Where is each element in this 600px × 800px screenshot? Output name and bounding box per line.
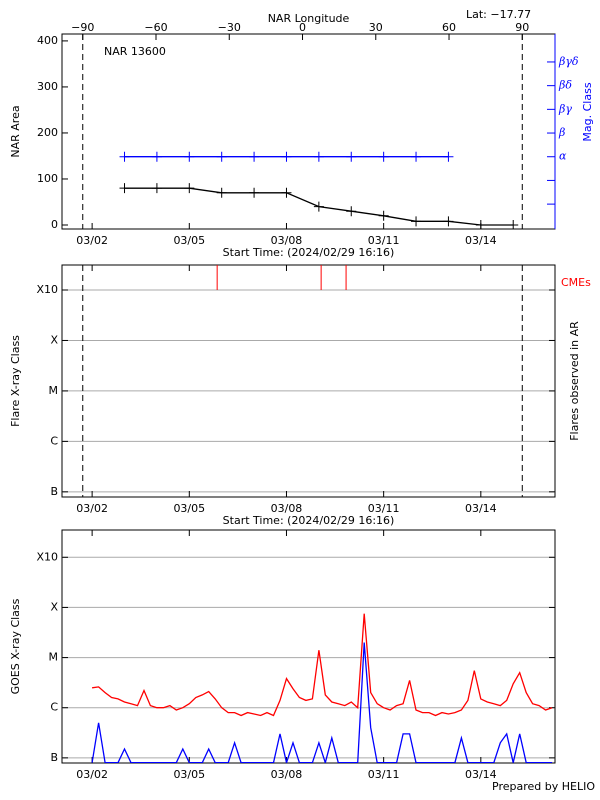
x-tick-label: 03/08	[271, 234, 303, 247]
x-tick-label: 03/14	[465, 234, 497, 247]
x2-axis-label: NAR Longitude	[268, 12, 350, 25]
y-tick-label: 200	[37, 126, 58, 139]
plot-area	[91, 613, 553, 763]
plot-area	[119, 151, 519, 229]
x2-tick-label: −90	[71, 21, 94, 34]
x-tick-label: 03/02	[76, 768, 108, 781]
plot-frame	[61, 264, 556, 498]
x-tick-label: 03/02	[76, 234, 108, 247]
y-tick-label: B	[50, 751, 58, 764]
x-axis-label: Start Time: (2024/02/29 16:16)	[223, 246, 395, 259]
y2-axis-label: Flares observed in AR	[568, 321, 581, 441]
x-tick-label: 03/14	[465, 768, 497, 781]
y-tick-label: X10	[36, 283, 58, 296]
y-axis-label: NAR Area	[9, 105, 22, 157]
y-tick-label: 0	[51, 218, 58, 231]
y-tick-label: M	[49, 384, 59, 397]
x-tick-label: 03/05	[173, 768, 205, 781]
y-tick-label: 300	[37, 80, 58, 93]
x-tick-label: 03/11	[368, 768, 400, 781]
x2-tick-label: 30	[369, 21, 383, 34]
series-line	[124, 187, 514, 226]
y-tick-label: X10	[36, 550, 58, 563]
x2-tick-label: 60	[442, 21, 456, 34]
y2-tick-label: βγ	[558, 102, 572, 115]
x-axis-label: Start Time: (2024/02/29 16:16)	[223, 514, 395, 527]
y-tick-label: C	[50, 434, 58, 447]
x-tick-label: 03/08	[271, 768, 303, 781]
y2-tick-label: βδ	[558, 79, 572, 92]
x-tick-label: 03/02	[76, 502, 108, 515]
plot-frame	[61, 33, 556, 230]
y-tick-label: 400	[37, 34, 58, 47]
y-tick-label: X	[50, 333, 58, 346]
latitude-label: Lat: −17.77	[466, 8, 531, 21]
y-axis-label: Flare X-ray Class	[9, 335, 22, 427]
y-tick-label: X	[50, 600, 58, 613]
y2-tick-label: β	[558, 126, 565, 139]
plot-area	[216, 265, 347, 290]
series-line	[92, 613, 553, 717]
y2-tick-label: α	[559, 150, 567, 163]
chart-title: NAR 13600	[104, 45, 166, 58]
y2-axis-label: Mag. Class	[581, 82, 594, 141]
y-tick-label: 100	[37, 172, 58, 185]
y2-tick-label: βγδ	[558, 55, 579, 68]
x-tick-label: 03/14	[465, 502, 497, 515]
series-line	[91, 642, 553, 763]
x-tick-label: 03/11	[368, 502, 400, 515]
cme-legend: CMEs	[561, 276, 591, 289]
x-tick-label: 03/11	[368, 234, 400, 247]
x2-tick-label: 90	[515, 21, 529, 34]
x2-tick-label: 0	[299, 21, 306, 34]
y-axis-label: GOES X-ray Class	[9, 598, 22, 694]
y-tick-label: M	[49, 651, 59, 664]
plot-frame	[61, 529, 556, 764]
footer: Prepared by HELIO	[492, 780, 595, 793]
x2-tick-label: −60	[144, 21, 167, 34]
y-tick-label: C	[50, 701, 58, 714]
x-tick-label: 03/05	[173, 502, 205, 515]
x-tick-label: 03/08	[271, 502, 303, 515]
x2-tick-label: −30	[218, 21, 241, 34]
y-tick-label: B	[50, 485, 58, 498]
x-tick-label: 03/05	[173, 234, 205, 247]
